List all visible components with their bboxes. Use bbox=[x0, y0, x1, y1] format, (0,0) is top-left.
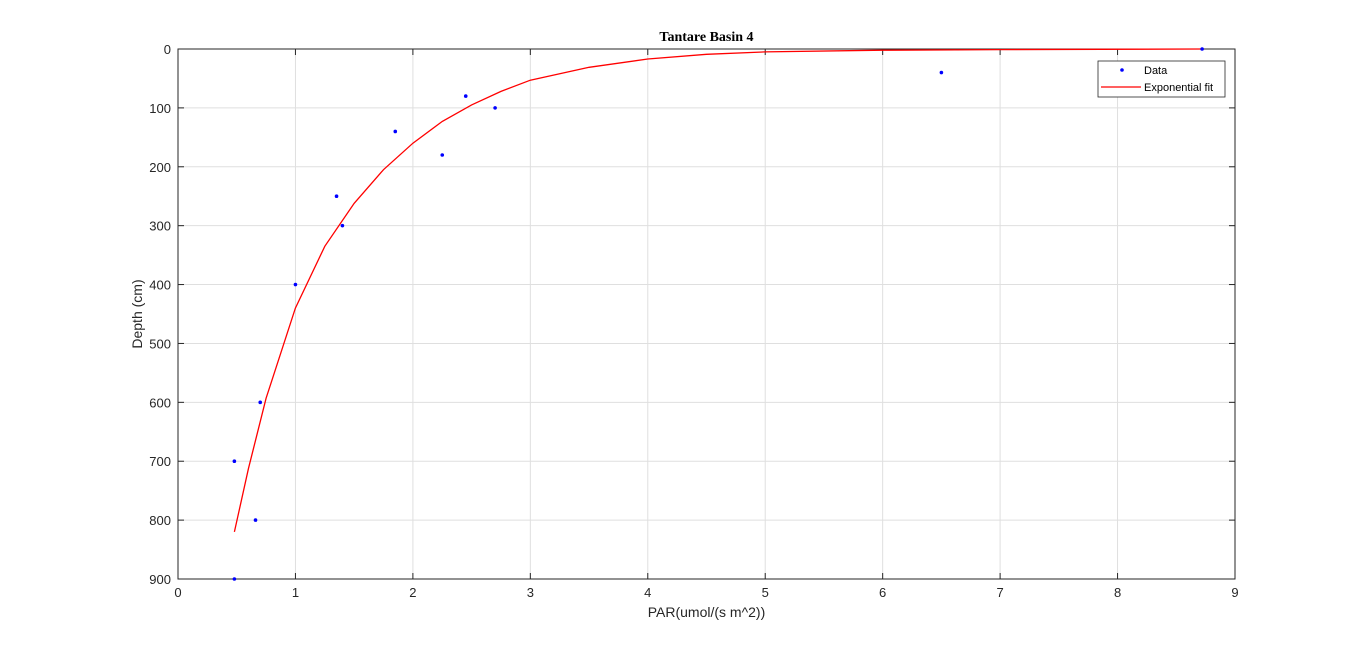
x-tick-label: 7 bbox=[996, 585, 1003, 600]
x-tick-label: 0 bbox=[174, 585, 181, 600]
x-tick-label: 5 bbox=[762, 585, 769, 600]
legend-label-fit: Exponential fit bbox=[1144, 82, 1213, 94]
data-point bbox=[232, 459, 237, 464]
legend-label-data: Data bbox=[1144, 65, 1168, 77]
data-point bbox=[493, 106, 497, 110]
legend: Data Exponential fit bbox=[1097, 60, 1226, 98]
x-tick-label: 8 bbox=[1114, 585, 1121, 600]
x-tick-label: 2 bbox=[409, 585, 416, 600]
y-tick-label: 500 bbox=[149, 336, 171, 351]
y-tick-label: 0 bbox=[164, 42, 171, 57]
data-point bbox=[939, 70, 944, 75]
data-point bbox=[293, 282, 298, 287]
data-point bbox=[253, 518, 258, 522]
y-tick-label: 800 bbox=[149, 513, 171, 528]
legend-marker-data bbox=[1120, 68, 1124, 72]
y-tick-label: 200 bbox=[149, 160, 171, 175]
x-tick-label: 6 bbox=[879, 585, 886, 600]
data-series bbox=[232, 47, 1204, 581]
data-point bbox=[334, 194, 339, 199]
x-tick-label: 1 bbox=[292, 585, 299, 600]
data-point bbox=[232, 577, 237, 581]
x-tick-label: 9 bbox=[1231, 585, 1238, 600]
y-tick-label: 100 bbox=[149, 101, 171, 116]
y-tick-label: 700 bbox=[149, 454, 171, 469]
fit-curve bbox=[233, 48, 1203, 533]
plot-area bbox=[177, 48, 1236, 580]
data-point bbox=[1200, 47, 1204, 51]
data-point bbox=[440, 153, 445, 157]
data-point bbox=[463, 94, 468, 98]
y-tick-label: 900 bbox=[149, 572, 171, 587]
y-tick-label: 600 bbox=[149, 395, 171, 410]
y-tick-label: 300 bbox=[149, 219, 171, 234]
x-tick-label: 4 bbox=[644, 585, 651, 600]
data-point bbox=[393, 129, 398, 134]
data-point bbox=[258, 400, 263, 405]
x-axis-label: PAR(umol/(s m^2)) bbox=[648, 604, 766, 620]
legend-box bbox=[1097, 60, 1226, 98]
chart-title: Tantare Basin 4 bbox=[659, 30, 753, 45]
y-tick-label: 400 bbox=[149, 278, 171, 293]
x-tick-label: 3 bbox=[527, 585, 534, 600]
axis-ticks: 0 1 2 3 4 5 6 7 8 9 0 100 200 300 400 500 600 700 800 900 bbox=[149, 42, 1238, 600]
fit-series bbox=[233, 48, 1203, 533]
data-point bbox=[340, 223, 345, 228]
y-axis-label: Depth (cm) bbox=[129, 279, 145, 348]
